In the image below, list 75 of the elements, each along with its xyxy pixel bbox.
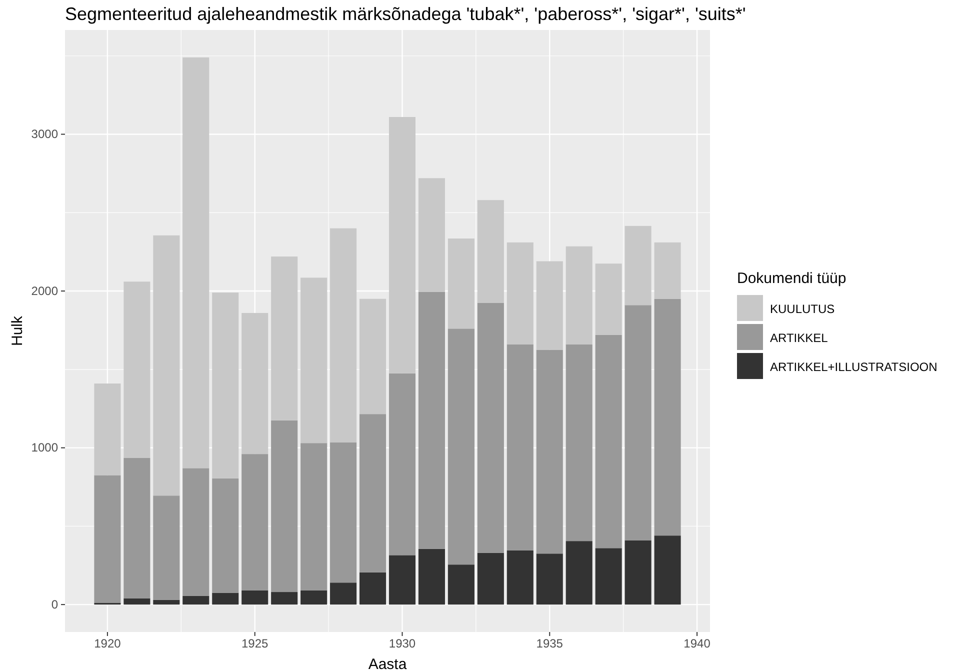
bar (418, 548, 445, 605)
bar (212, 478, 239, 593)
chart-title: Segmenteeritud ajaleheandmestik märksõnadega 'tubak*', 'pabeross*', 'sigar*', 'suits*' (65, 4, 746, 24)
bar (153, 235, 180, 496)
bar (566, 541, 592, 605)
bar (300, 443, 328, 590)
bar (506, 550, 534, 605)
bar (536, 261, 563, 350)
bar (330, 582, 357, 605)
y-tick-label: 2000 (31, 284, 58, 298)
bar (654, 242, 681, 299)
legend-title: Dokumendi tüüp (737, 270, 846, 287)
bar (271, 420, 298, 592)
y-axis-title: Hulk (9, 316, 26, 346)
x-tick-label: 1940 (684, 636, 711, 651)
bar (448, 564, 474, 605)
bar (242, 590, 268, 605)
legend-label: ARTIKKEL (770, 331, 828, 345)
bar (477, 200, 504, 303)
x-tick-label: 1925 (241, 636, 269, 651)
bar (271, 256, 298, 420)
bar (212, 292, 239, 478)
bar (448, 328, 474, 565)
bar (212, 592, 239, 605)
bar (595, 264, 622, 335)
legend-label: ARTIKKEL+ILLUSTRATSIOON (770, 360, 938, 374)
bar (300, 278, 328, 444)
bar (654, 298, 681, 536)
y-tick-label: 3000 (31, 127, 58, 142)
bar (330, 228, 357, 442)
bar (388, 555, 416, 605)
y-tick-label: 1000 (31, 440, 58, 455)
bar (388, 117, 416, 374)
bar (271, 592, 298, 605)
bar (566, 246, 592, 344)
bar (359, 414, 386, 572)
bar (359, 298, 386, 414)
bar (536, 350, 563, 554)
x-tick-label: 1935 (536, 636, 564, 651)
bar (448, 238, 474, 329)
bar (418, 292, 445, 549)
y-tick-label: 0 (51, 597, 58, 612)
bar (359, 572, 386, 605)
bar (330, 442, 357, 583)
bar (124, 282, 150, 458)
bar (388, 373, 416, 556)
bar (477, 552, 504, 605)
bar (153, 600, 180, 605)
bar (506, 344, 534, 550)
bar (418, 178, 445, 292)
legend-label: KUULUTUS (770, 302, 835, 316)
bar (624, 226, 652, 306)
bar (624, 540, 652, 605)
bar (536, 554, 563, 605)
x-axis-title: Aasta (368, 656, 408, 672)
bar (182, 468, 210, 596)
bar (182, 596, 210, 605)
bar (94, 384, 121, 476)
bar (242, 454, 268, 590)
bar (566, 344, 592, 542)
bar (654, 536, 681, 605)
bar (182, 57, 210, 468)
bar (595, 334, 622, 548)
bar (124, 458, 150, 598)
x-tick-label: 1920 (94, 636, 122, 651)
bar (153, 496, 180, 600)
x-tick-label: 1930 (388, 636, 416, 651)
bar (242, 312, 268, 454)
bar (124, 598, 150, 605)
bar (624, 305, 652, 540)
bar (595, 548, 622, 605)
bar (506, 242, 534, 344)
bar (94, 475, 121, 603)
bar (300, 590, 328, 605)
bar (477, 302, 504, 553)
